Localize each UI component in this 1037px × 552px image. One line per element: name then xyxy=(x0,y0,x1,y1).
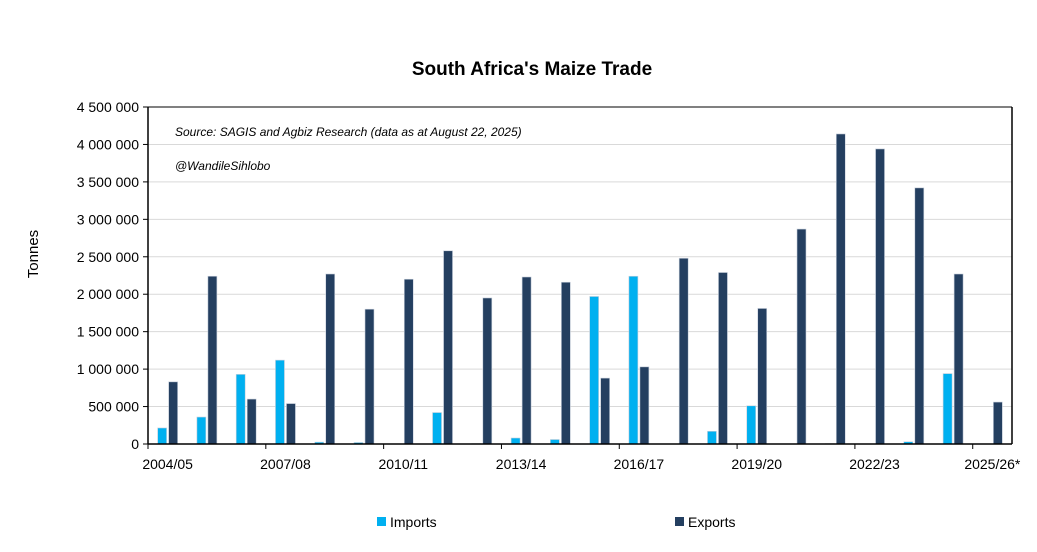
legend-exports-swatch xyxy=(675,517,684,526)
bar-exports xyxy=(600,377,610,445)
y-tick-label: 2 000 000 xyxy=(77,286,139,302)
bar-exports xyxy=(521,276,532,445)
bar-imports xyxy=(942,373,953,445)
bar-imports xyxy=(157,427,167,445)
y-tick-label: 1 500 000 xyxy=(77,324,139,340)
bar-imports xyxy=(707,430,717,445)
y-tick-label: 2 500 000 xyxy=(77,249,139,265)
x-tick-label: 2019/20 xyxy=(731,456,782,472)
x-tick-label: 2007/08 xyxy=(260,456,311,472)
bar-exports xyxy=(993,401,1003,445)
bar-exports xyxy=(364,308,375,445)
bar-exports xyxy=(325,273,336,445)
bars xyxy=(157,133,1003,445)
bar-imports xyxy=(628,275,639,445)
bar-exports xyxy=(443,250,453,445)
y-axis-label: Tonnes xyxy=(25,230,42,278)
y-tick-label: 3 500 000 xyxy=(77,174,139,190)
bar-imports xyxy=(510,437,521,445)
bar-exports xyxy=(561,281,571,445)
axes: 0 500 000 1 000 000 1 500 000 2 000 000 2 500… xyxy=(77,99,1021,472)
y-tick-label: 500 000 xyxy=(88,399,139,415)
bar-imports xyxy=(235,374,246,445)
bar-exports xyxy=(678,257,689,445)
bar-imports xyxy=(275,359,285,445)
bar-exports xyxy=(639,366,650,445)
bar-imports xyxy=(432,412,442,445)
x-tick-label: 2016/17 xyxy=(614,456,665,472)
x-tick-label: 2004/05 xyxy=(142,456,193,472)
legend-imports-label: Imports xyxy=(390,514,437,530)
bar-exports xyxy=(286,403,296,445)
x-tick-label: 2013/14 xyxy=(496,456,547,472)
bar-exports xyxy=(875,148,885,445)
x-tick-label: 2022/23 xyxy=(849,456,900,472)
bar-exports xyxy=(207,275,218,445)
bar-exports xyxy=(953,273,964,445)
y-tick-label: 1 000 000 xyxy=(77,361,139,377)
bar-exports xyxy=(403,278,414,445)
y-tick-label: 4 500 000 xyxy=(77,99,139,115)
source-annotation: Source: SAGIS and Agbiz Research (data a… xyxy=(175,125,522,139)
y-tick-label: 0 xyxy=(131,436,139,452)
author-annotation: @WandileSihlobo xyxy=(175,159,271,173)
bar-exports xyxy=(757,308,768,445)
legend: Imports Exports xyxy=(377,514,735,530)
bar-exports xyxy=(835,133,846,445)
bar-exports xyxy=(718,272,728,445)
legend-imports-swatch xyxy=(377,517,386,526)
bar-exports xyxy=(482,297,493,445)
legend-exports-label: Exports xyxy=(688,514,735,530)
bar-exports xyxy=(914,187,925,445)
bar-imports xyxy=(196,416,207,445)
y-tick-label: 3 000 000 xyxy=(77,211,139,227)
y-tick-label: 4 000 000 xyxy=(77,136,139,152)
bar-imports xyxy=(746,405,757,445)
x-tick-label: 2010/11 xyxy=(378,456,428,472)
chart-title: South Africa's Maize Trade xyxy=(412,59,652,80)
bar-exports xyxy=(796,228,807,445)
bar-exports xyxy=(168,381,178,445)
bar-imports xyxy=(589,296,599,445)
x-tick-label: 2025/26* xyxy=(964,456,1021,472)
bar-exports xyxy=(246,398,257,445)
